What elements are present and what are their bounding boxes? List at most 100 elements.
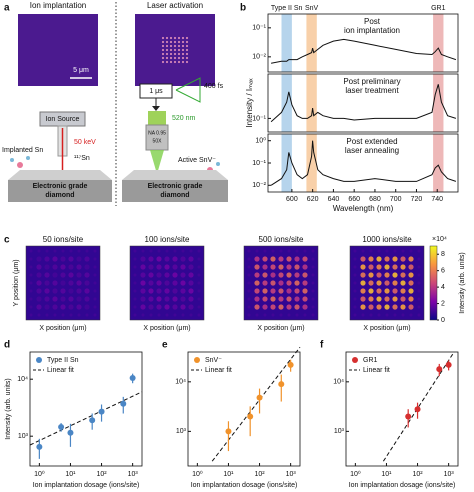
image-spot [156,288,162,294]
image-spot [401,313,405,317]
data-point [247,413,254,420]
image-spot [77,313,81,317]
image-spot [133,305,137,309]
spot [165,40,169,44]
image-spot [353,289,357,293]
image-spot [247,249,251,253]
image-spot [278,256,284,262]
spot [165,60,169,64]
image-spot [278,288,284,294]
spectrum-line [270,84,457,123]
image-spot [29,289,33,293]
y-tick-label: 10³ [18,433,29,440]
image-spot [262,272,268,278]
image-spot [44,256,50,262]
band [281,14,292,72]
legend-label: Linear fit [47,367,74,374]
spot [161,60,165,64]
image-spot [197,273,201,277]
image-spot [181,313,185,317]
spot [173,56,177,60]
image-spot [76,288,82,294]
image-spot [302,288,308,294]
wavelength-label: 520 nm [172,115,196,122]
x-axis-label: X position (μm) [143,325,190,332]
image-spot [384,256,390,262]
image-spot [286,288,292,294]
image-spot [172,296,178,302]
spot [177,44,181,48]
image-spot [148,280,154,286]
image-spot [156,304,162,310]
x-tick-label: 10³ [286,471,297,478]
image-spot [360,288,366,294]
image-spot [52,272,58,278]
image-title: Ion implantation [30,1,86,10]
image-spot [409,313,413,317]
image-spot [77,249,81,253]
annotation: Post preliminary [343,77,400,86]
image-spot [262,288,268,294]
image-spot [254,296,260,302]
image-spot [392,264,398,270]
annotation: Post [364,17,381,26]
image-spot [376,296,382,302]
image-spot [360,256,366,262]
x-tick-label: 640 [328,196,340,203]
spot [169,60,173,64]
x-tick-label: 620 [307,196,319,203]
spot [181,36,185,40]
data-point [67,429,74,436]
image-spot [247,297,251,301]
image-spot [84,280,90,286]
image-spot [353,281,357,285]
image-spot [392,256,398,262]
y-tick-label: 10³ [334,428,345,435]
image-spot [270,296,276,302]
image-spot [133,273,137,277]
spot [173,60,177,64]
spot [185,48,189,52]
image-spot [148,256,154,262]
image-spot [61,313,65,317]
image-spot [376,288,382,294]
data-point [225,428,232,435]
plot-frame [187,351,301,467]
spot [185,52,189,56]
image-spot [93,297,97,301]
image-spot [133,257,137,261]
x-axis-label: Wavelength (nm) [333,204,394,213]
spot [177,56,181,60]
image-spot [368,256,374,262]
image-spot [68,272,74,278]
band [433,134,444,192]
image-spot [93,289,97,293]
image-spot [148,272,154,278]
image-spot [384,272,390,278]
image-spot [400,256,406,262]
implanted-label: Implanted Sn [2,147,43,154]
image-spot [164,296,170,302]
image-spot [311,305,315,309]
image-spot [140,256,146,262]
ion-source-label: Ion Source [46,116,80,123]
image-spot [84,264,90,270]
spot [169,40,173,44]
image-spot [36,288,42,294]
y-tick-label: 10⁻¹ [252,25,266,32]
image-spot [84,296,90,302]
image-spot [368,296,374,302]
image-spot [52,304,58,310]
image-spot [303,313,307,317]
image-spot [188,288,194,294]
image-spot [376,280,382,286]
spot [169,52,173,56]
image-spot [286,304,292,310]
image-spot [286,256,292,262]
image-spot [60,264,66,270]
image-spot [68,304,74,310]
band [306,14,317,72]
substrate-label: Electronic grade [33,183,88,190]
image-spot [295,313,299,317]
